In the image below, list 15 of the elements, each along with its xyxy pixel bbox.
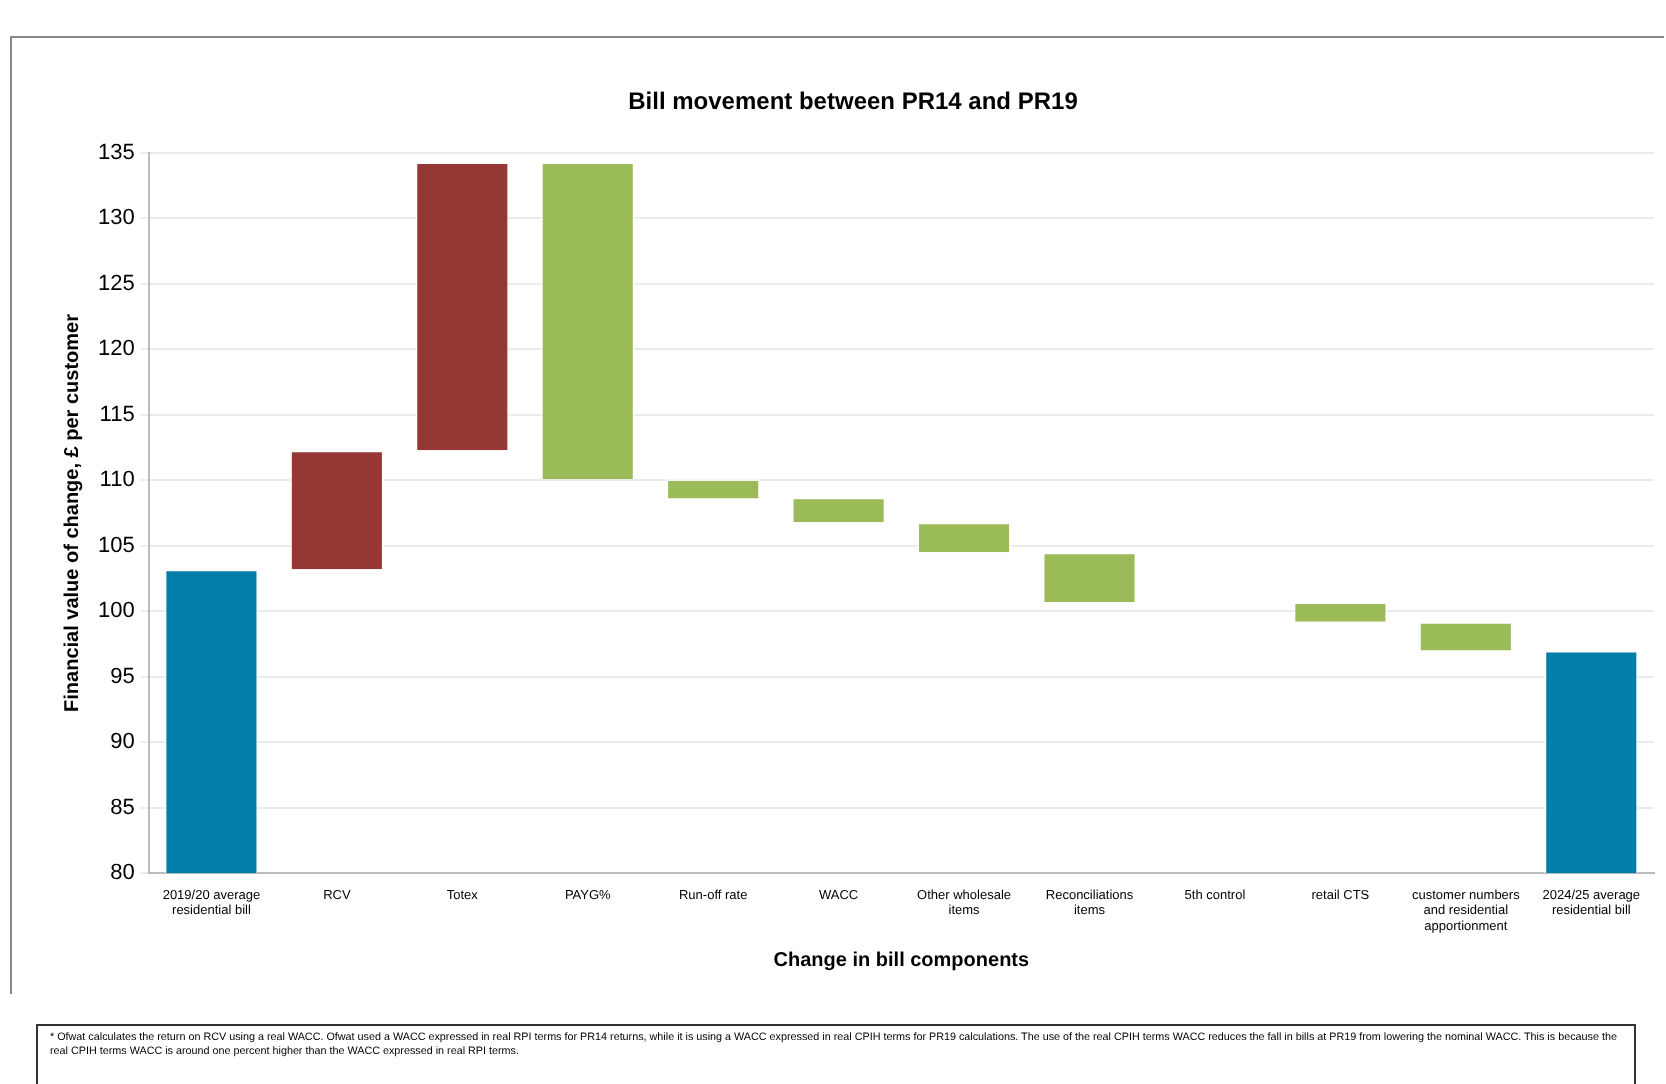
y-tick-label: 90: [110, 730, 135, 755]
y-tick-label: 100: [97, 599, 135, 624]
y-tick-label: 85: [110, 795, 135, 820]
y-tick-label: 105: [97, 533, 135, 558]
y-tick-label: 95: [110, 664, 135, 689]
y-tick-label: 120: [97, 337, 135, 362]
chart-title: Bill movement between PR14 and PR19: [628, 87, 1079, 116]
y-tick-label: 130: [97, 206, 135, 231]
y-tick-label: 125: [97, 271, 135, 296]
y-tick-label: 80: [110, 861, 135, 886]
y-tick-label: 110: [99, 468, 135, 493]
y-tick-label: 115: [99, 402, 135, 427]
y-tick-label: 135: [97, 140, 135, 165]
x-axis-title: Change in bill components: [773, 949, 1030, 972]
y-axis-title: Financial value of change, £ per customer: [61, 313, 84, 712]
